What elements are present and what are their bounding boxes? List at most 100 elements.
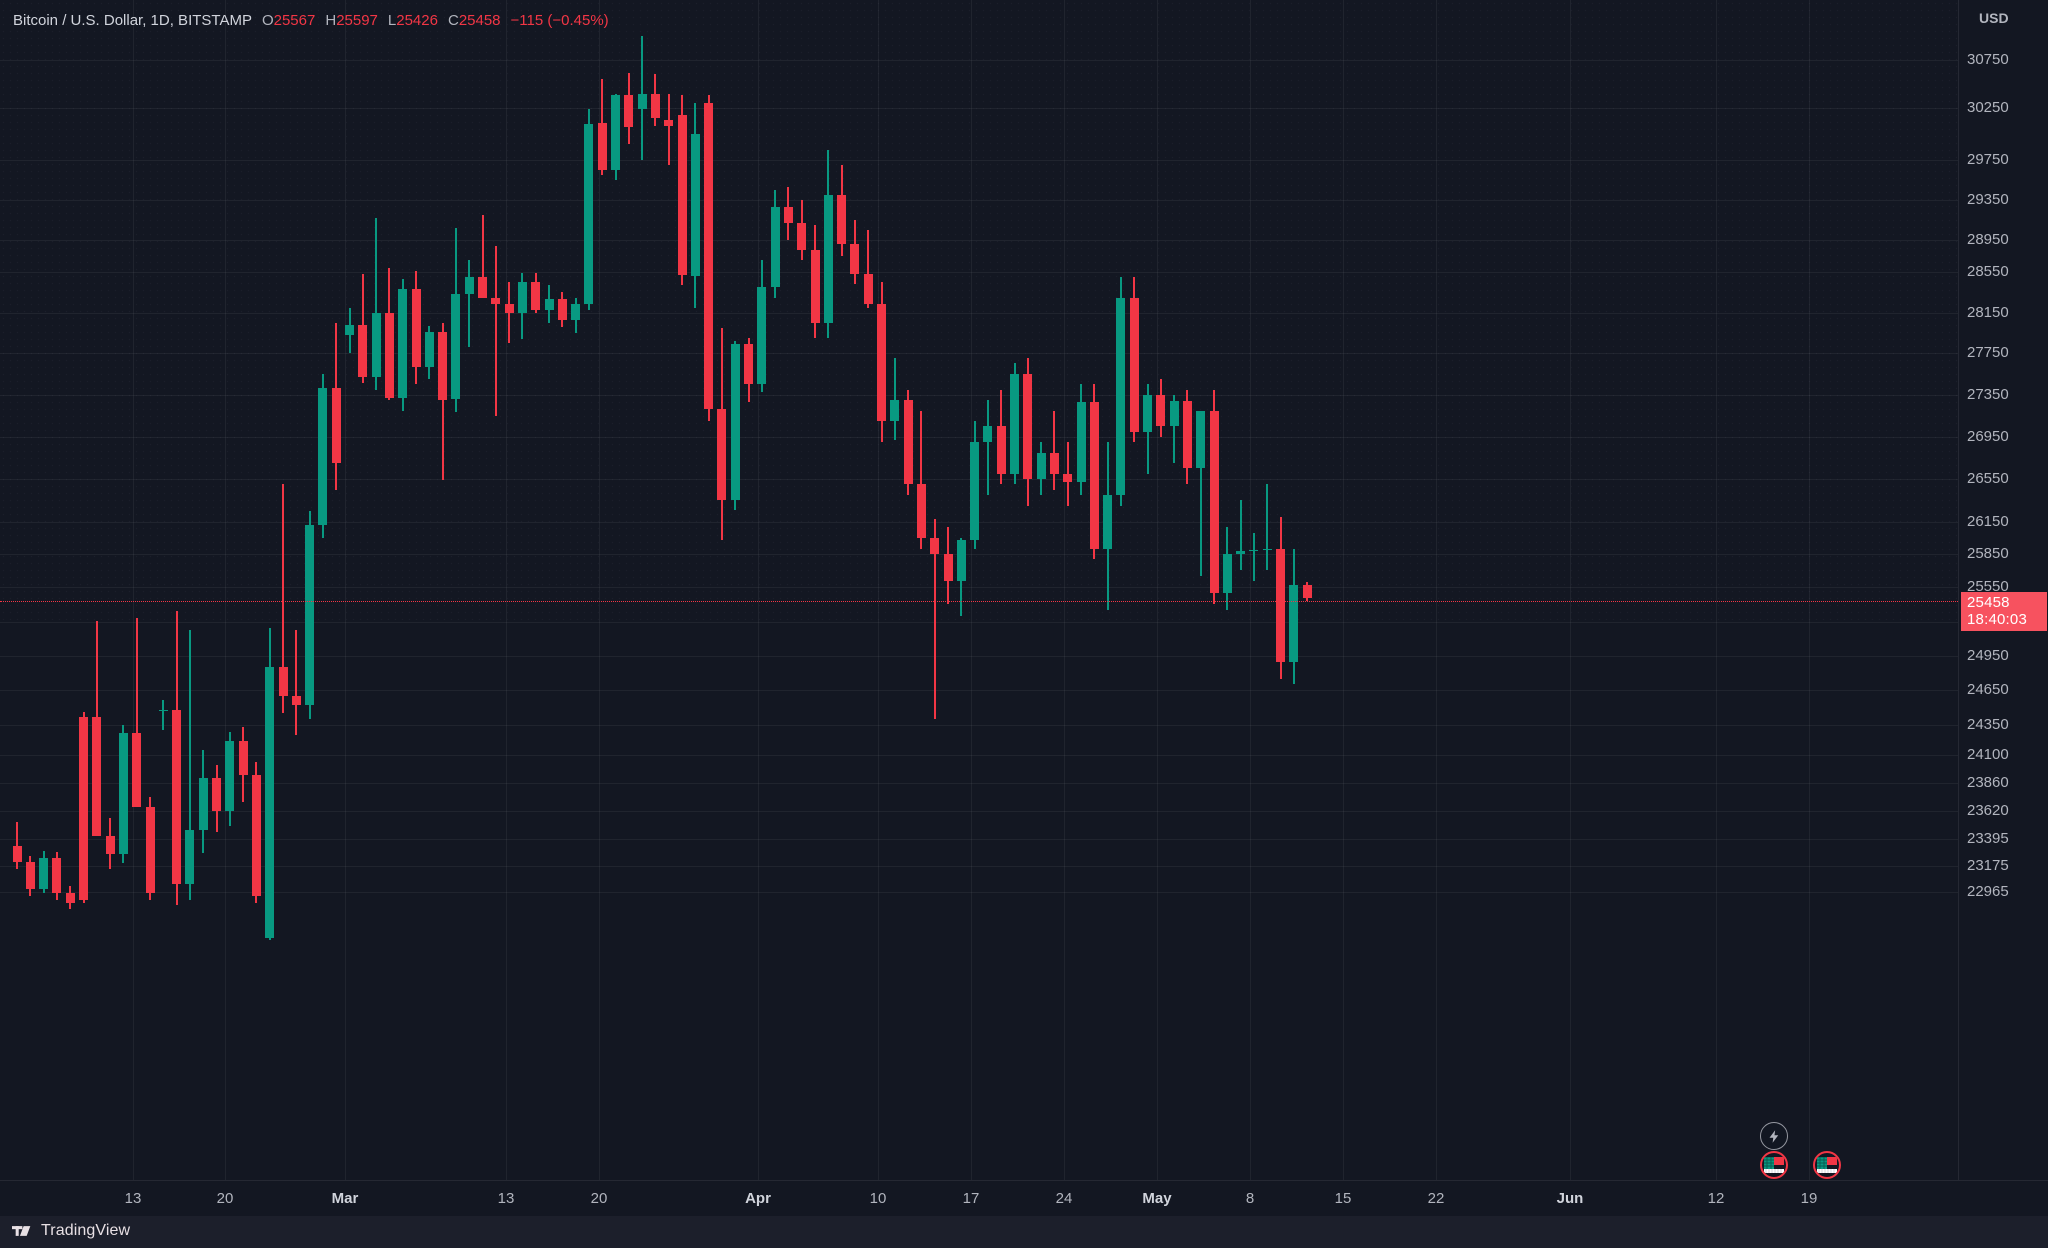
price-tick: 24350 (1967, 716, 2009, 733)
candle-wick (441, 322, 444, 481)
candle-body (251, 774, 261, 897)
candle-wick (162, 700, 165, 730)
chart-plot-area[interactable] (0, 0, 1958, 1180)
price-tick: 30750 (1967, 51, 2009, 68)
candle-body (611, 95, 620, 170)
candlestick (384, 267, 394, 401)
gridline (225, 0, 226, 1180)
candle-body (25, 861, 35, 889)
candlestick (118, 725, 128, 863)
gridline (133, 0, 134, 1180)
price-tick: 25850 (1967, 545, 2009, 562)
time-axis[interactable]: 13 20 Mar 13 20 Apr 10 17 24 May 8 15 22 Jun 12 19 (0, 1180, 2048, 1216)
gridline (0, 866, 1958, 867)
price-tick: 28950 (1967, 231, 2009, 248)
candle-body (1063, 473, 1073, 483)
candlestick (903, 389, 913, 496)
pattern-marker-1[interactable] (1760, 1151, 1788, 1179)
candle-wick (135, 618, 138, 749)
candle-wick (1239, 500, 1242, 571)
candle-body (903, 400, 913, 485)
candle-body (1049, 452, 1059, 474)
candle-body (877, 303, 886, 422)
time-tick: 13 (124, 1190, 142, 1207)
gridline (1716, 0, 1717, 1180)
gridline (0, 755, 1958, 756)
candlestick (690, 103, 700, 308)
gridline (0, 272, 1958, 273)
candlestick (411, 271, 421, 385)
candlestick (531, 273, 541, 313)
candlestick (517, 273, 527, 339)
candle-body (318, 387, 328, 526)
candle-body (305, 525, 315, 706)
gridline (1809, 0, 1810, 1180)
candle-body (690, 133, 700, 277)
current-price-badge[interactable]: 25458 18:40:03 (1961, 592, 2047, 631)
time-tick: Jun (1556, 1190, 1584, 1207)
candle-wick (95, 620, 98, 725)
candle-body (783, 206, 793, 223)
high-label: H (325, 12, 337, 29)
gridline (0, 60, 1958, 61)
candle-body (212, 778, 221, 811)
candlestick (358, 274, 368, 384)
candle-body (158, 709, 168, 712)
candle-body (890, 400, 900, 422)
candle-wick (893, 358, 896, 441)
time-tick: Apr (745, 1190, 771, 1207)
price-tick: 27750 (1967, 344, 2009, 361)
candlestick (331, 322, 341, 490)
candlestick (770, 189, 780, 298)
candlestick (305, 511, 315, 720)
price-tick: 23860 (1967, 774, 2009, 791)
lightning-bolt-button[interactable] (1760, 1122, 1788, 1150)
change-value: −115 (−0.45%) (510, 12, 609, 29)
gridline (1064, 0, 1065, 1180)
pattern-marker-2[interactable] (1813, 1151, 1841, 1179)
candle-body (225, 740, 235, 811)
candlestick (717, 327, 727, 541)
price-tick: 22965 (1967, 883, 2009, 900)
time-tick: 20 (590, 1190, 608, 1207)
candlestick (783, 186, 793, 240)
price-axis[interactable]: USD 30750 30250 29750 29350 28950 28550 28150 2… (1958, 0, 2048, 1180)
price-tick: 24950 (1967, 647, 2009, 664)
candlestick (863, 229, 873, 308)
candlestick (1289, 548, 1299, 685)
candlestick (1236, 500, 1246, 571)
candle-body (451, 294, 461, 400)
gridline (0, 240, 1958, 241)
gridline (0, 108, 1958, 109)
candle-body (517, 282, 527, 313)
candle-body (770, 206, 780, 288)
symbol-title[interactable]: Bitcoin / U.S. Dollar, 1D, BITSTAMP (13, 12, 252, 29)
candlestick (677, 95, 687, 286)
candle-body (1249, 549, 1259, 552)
gridline (599, 0, 600, 1180)
gridline (971, 0, 972, 1180)
time-tick: May (1142, 1190, 1172, 1207)
candlestick (398, 279, 408, 411)
candlestick (1182, 389, 1192, 485)
candlestick (624, 73, 634, 145)
tradingview-logo[interactable]: TradingView (12, 1222, 130, 1240)
candle-wick (282, 484, 284, 714)
candlestick (916, 410, 926, 549)
candlestick (198, 750, 208, 854)
gridline (0, 395, 1958, 396)
candle-wick (1053, 410, 1056, 490)
candle-body (478, 277, 487, 298)
candlestick (744, 337, 753, 403)
close-label: C (447, 12, 459, 29)
chart-legend: Bitcoin / U.S. Dollar, 1D, BITSTAMP O2556… (13, 12, 609, 30)
candlestick (132, 618, 142, 808)
price-tick: 29350 (1967, 191, 2009, 208)
candlestick (318, 373, 328, 538)
gridline (0, 200, 1958, 201)
candlestick-pattern-icon (1817, 1156, 1837, 1173)
candlestick (704, 95, 714, 422)
candle-body (331, 387, 341, 464)
gridline (1157, 0, 1158, 1180)
candle-body (744, 343, 753, 385)
